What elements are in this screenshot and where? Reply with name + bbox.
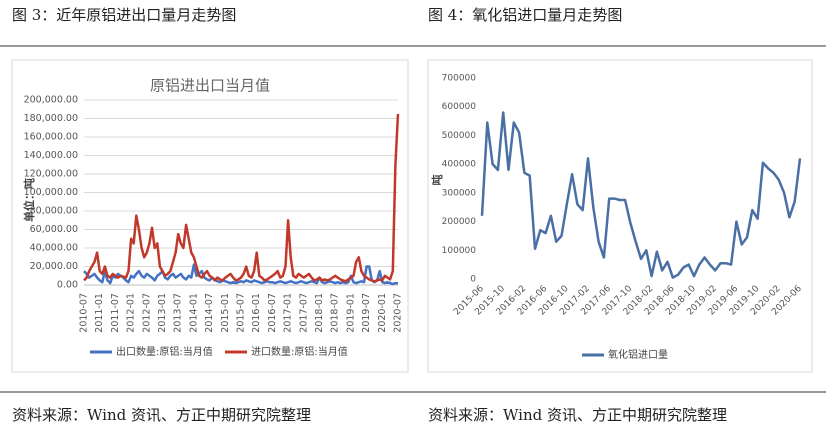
x-tick-label: 2012-07 [141,293,152,333]
legend-label: 进口数量:原铝:当月值 [251,345,348,358]
x-tick-label: 2013-01 [157,293,168,333]
y-tick-label: 400000 [442,160,477,170]
source: 资料来源：Wind 资讯、方正中期研究院整理 [428,406,727,424]
y-tick-label: 0.00 [57,280,78,291]
chart-title: 原铝进出口当月值 [150,77,270,95]
y-tick-label: 700000 [442,74,477,84]
y-tick-label: 20,000.00 [30,261,78,272]
line-series [480,111,802,279]
legend-label: 出口数量:原铝:当月值 [116,345,213,358]
x-tick-label: 2016-01 [251,293,262,333]
x-tick-label: 2018-01 [314,293,325,333]
y-tick-label: 500000 [442,131,477,141]
source: 资料来源：Wind 资讯、方正中期研究院整理 [12,406,311,424]
x-tick-label: 2017-01 [283,293,294,333]
y-axis-label: 单位：吨 [22,178,36,222]
x-tick-label: 2019-07 [361,293,372,333]
y-tick-label: 300000 [442,188,477,198]
y-tick-label: 100000 [442,246,477,256]
y-tick-label: 60,000.00 [30,224,78,235]
y-tick-label: 40,000.00 [30,243,78,254]
line-series [83,113,400,283]
y-tick-label: 100,000.00 [24,187,78,198]
x-tick-label: 2020-07 [393,293,404,333]
chart-frame [11,59,409,373]
x-tick-label: 2013-07 [173,293,184,333]
x-tick-label: 2012-01 [126,293,137,333]
chart-frame [427,59,813,373]
x-tick-label: 2011-07 [110,293,121,333]
y-tick-label: 200,000.00 [24,95,78,106]
x-tick-label: 2020-01 [377,293,388,333]
y-tick-label: 200000 [442,217,477,227]
legend-label: 氧化铝进口量 [608,348,668,361]
x-tick-label: 2018-07 [330,293,341,333]
x-tick-label: 2016-07 [267,293,278,333]
y-tick-label: 0 [470,275,476,285]
y-tick-label: 160,000.00 [24,132,78,143]
x-tick-label: 2015-07 [236,293,247,333]
caption: 图 3：近年原铝进出口量月走势图 [12,6,236,24]
x-tick-label: 2017-07 [298,293,309,333]
y-tick-label: 120,000.00 [24,169,78,180]
x-tick-label: 2015-01 [220,293,231,333]
y-tick-label: 600000 [442,102,477,112]
x-tick-label: 2014-07 [204,293,215,333]
x-tick-label: 2014-01 [188,293,199,333]
x-tick-label: 2010-07 [79,293,90,333]
x-tick-label: 2019-01 [345,293,356,333]
line-series [83,263,398,286]
y-axis-label: 吨 [430,175,444,186]
x-tick-label: 2011-01 [94,293,105,333]
y-tick-label: 140,000.00 [24,150,78,161]
y-tick-label: 180,000.00 [24,113,78,124]
caption: 图 4：氧化铝进口量月走势图 [428,6,622,24]
y-tick-label: 80,000.00 [30,206,78,217]
